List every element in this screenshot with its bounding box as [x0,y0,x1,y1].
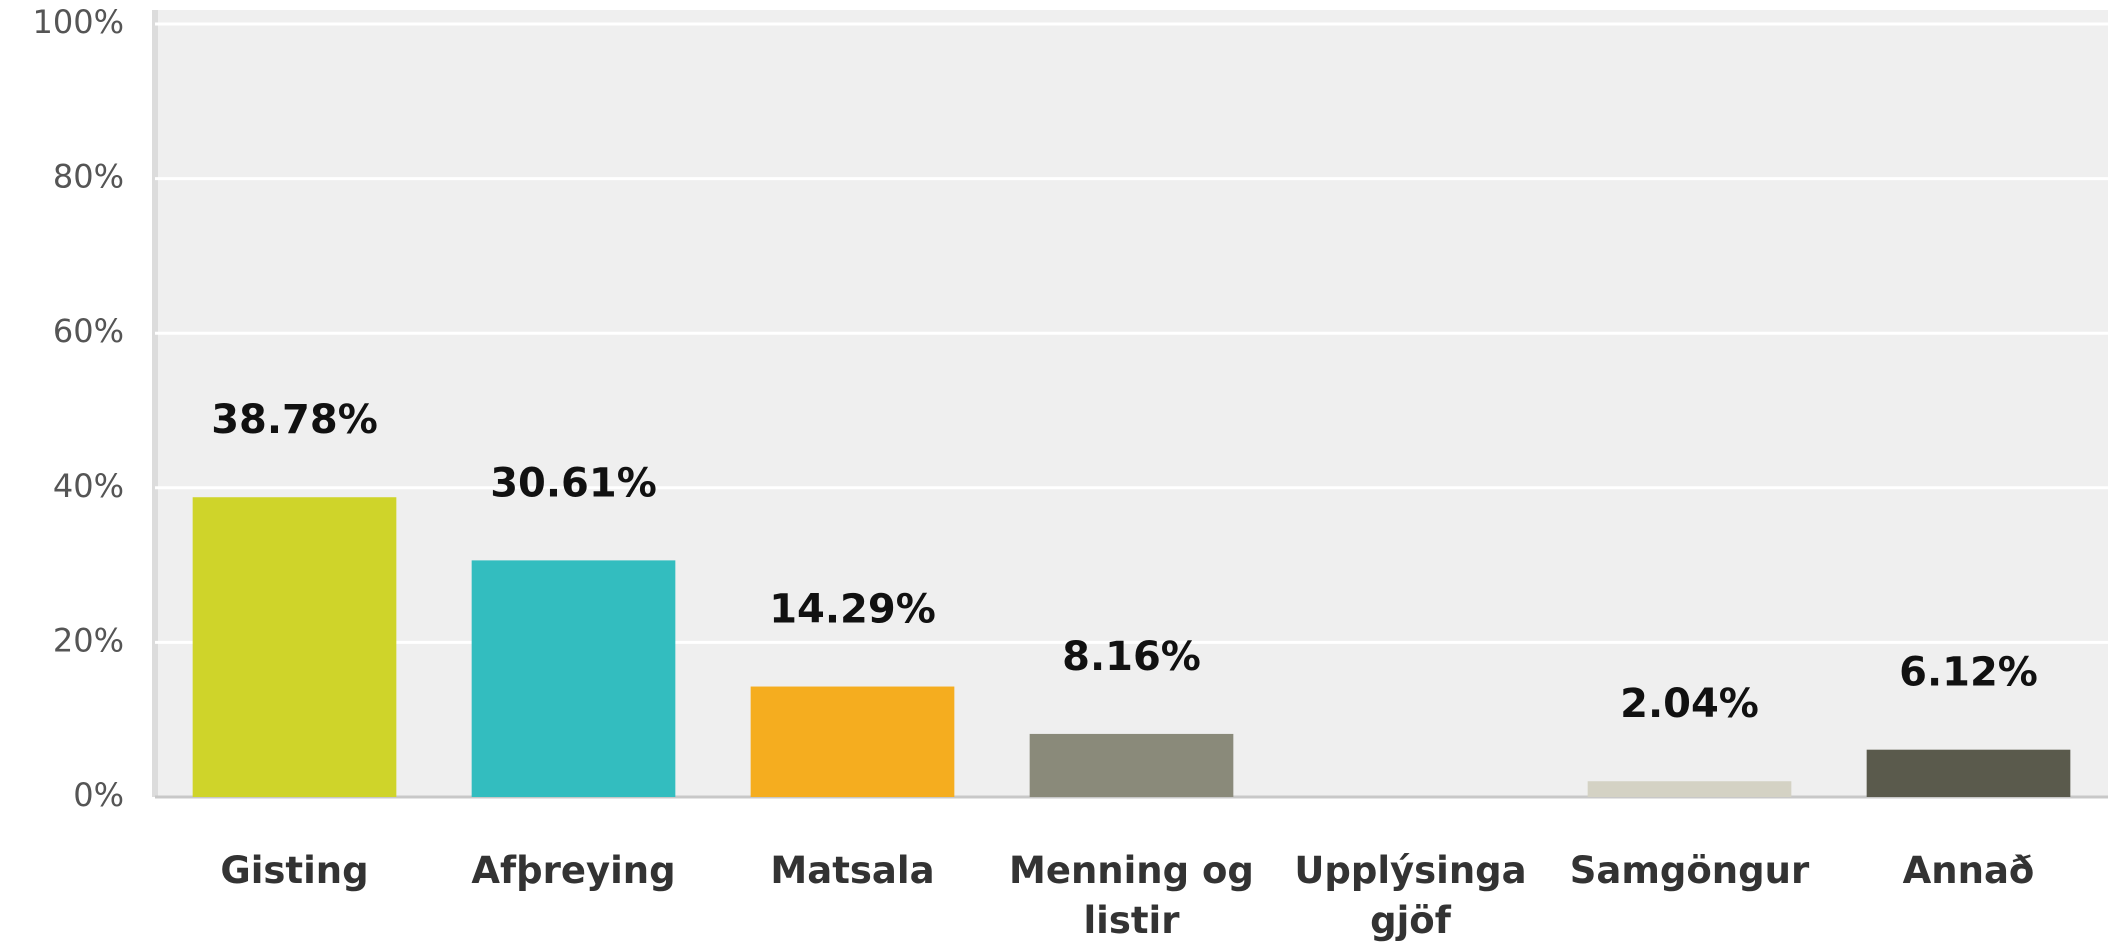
x-tick-label: Samgöngur [1569,849,1810,892]
value-label: 2.04% [1620,681,1759,727]
y-tick-label: 0% [73,776,124,814]
x-tick-label: Matsala [770,849,935,892]
bar [750,686,955,797]
y-tick-label: 80% [53,158,124,196]
value-label: 8.16% [1062,634,1201,680]
y-tick-label: 40% [53,467,124,505]
x-tick-label: Menning og listir [1009,849,1254,942]
x-tick-label: Upplýsingagjöf [1294,849,1527,942]
value-label: 30.61% [490,460,657,506]
value-label: 6.12% [1899,650,2038,696]
bar [1029,733,1234,797]
x-tick-label: Gisting [220,849,369,892]
bar [471,560,676,797]
x-tick-label: Annað [1902,849,2035,892]
value-label: 38.78% [211,397,378,443]
y-tick-label: 60% [53,312,124,350]
y-tick-label: 20% [53,621,124,659]
y-tick-label: 100% [33,3,124,41]
x-tick-label: Afþreying [471,849,676,892]
bar [192,497,397,797]
bar [1587,781,1792,797]
value-label: 14.29% [769,587,936,633]
bar [1866,749,2071,797]
